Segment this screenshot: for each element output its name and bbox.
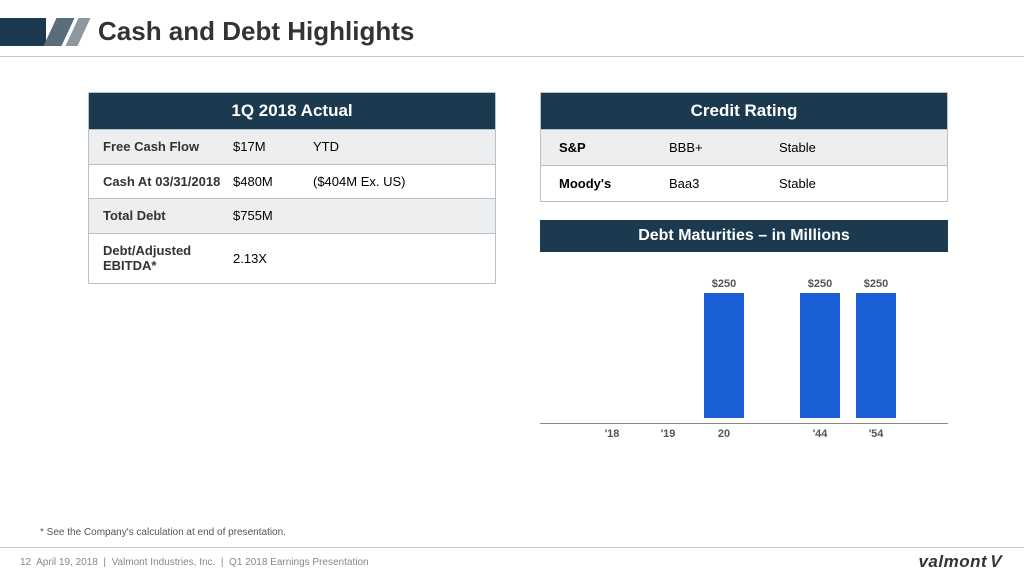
rating-value: BBB+ bbox=[669, 140, 779, 155]
footer-page: 12 bbox=[20, 557, 31, 568]
row-label: Total Debt bbox=[103, 208, 233, 224]
rating-agency: Moody's bbox=[559, 176, 669, 191]
logo-text: valmont bbox=[918, 552, 987, 571]
bar-value-label: $250 bbox=[864, 278, 888, 290]
bar-slot: $250 bbox=[853, 278, 899, 418]
row-value: $480M bbox=[233, 174, 313, 189]
rating-outlook: Stable bbox=[779, 176, 929, 191]
footer-sep: | bbox=[101, 557, 112, 568]
table-row: Debt/Adjusted EBITDA*2.13X bbox=[89, 233, 495, 283]
rating-value: Baa3 bbox=[669, 176, 779, 191]
footer-deck: Q1 2018 Earnings Presentation bbox=[229, 557, 369, 568]
table-row: Cash At 03/31/2018$480M($404M Ex. US) bbox=[89, 164, 495, 199]
rating-agency: S&P bbox=[559, 140, 669, 155]
table-row: Moody'sBaa3Stable bbox=[541, 165, 947, 201]
x-axis-label: '18 bbox=[589, 428, 635, 440]
row-label: Free Cash Flow bbox=[103, 139, 233, 155]
x-axis-label: 20 bbox=[701, 428, 747, 440]
row-label: Debt/Adjusted EBITDA* bbox=[103, 243, 233, 274]
bar-value-label: $250 bbox=[808, 278, 832, 290]
footnote: * See the Company's calculation at end o… bbox=[40, 527, 286, 538]
footer-sep: | bbox=[218, 557, 229, 568]
right-column: Credit Rating S&PBBB+StableMoody'sBaa3St… bbox=[540, 92, 948, 440]
page-title: Cash and Debt Highlights bbox=[98, 16, 414, 47]
footer-text: 12 April 19, 2018 | Valmont Industries, … bbox=[20, 557, 369, 568]
header-accent bbox=[0, 18, 84, 46]
title-underline bbox=[0, 56, 1024, 57]
row-value: $755M bbox=[233, 208, 313, 223]
footer-date: April 19, 2018 bbox=[36, 557, 98, 568]
row-value: 2.13X bbox=[233, 251, 313, 266]
credit-rating-header: Credit Rating bbox=[541, 93, 947, 129]
bar-slot: $250 bbox=[701, 278, 747, 418]
bar bbox=[856, 293, 896, 418]
content-area: 1Q 2018 Actual Free Cash Flow$17MYTDCash… bbox=[88, 92, 948, 440]
actuals-table: 1Q 2018 Actual Free Cash Flow$17MYTDCash… bbox=[88, 92, 496, 284]
rating-outlook: Stable bbox=[779, 140, 929, 155]
bar-slot bbox=[589, 415, 635, 418]
table-row: Total Debt$755M bbox=[89, 198, 495, 233]
bar-value-label: $250 bbox=[712, 278, 736, 290]
bar-slot bbox=[645, 415, 691, 418]
actuals-table-header: 1Q 2018 Actual bbox=[89, 93, 495, 129]
accent-bar bbox=[0, 18, 46, 46]
table-row: S&PBBB+Stable bbox=[541, 129, 947, 165]
footer-company: Valmont Industries, Inc. bbox=[112, 557, 216, 568]
x-axis-label: '54 bbox=[853, 428, 899, 440]
bar bbox=[704, 293, 744, 418]
row-extra: ($404M Ex. US) bbox=[313, 174, 481, 189]
chart-title: Debt Maturities – in Millions bbox=[540, 220, 948, 252]
x-axis-label: '19 bbox=[645, 428, 691, 440]
valmont-logo: valmontV bbox=[918, 552, 1002, 572]
debt-maturities-chart: $250 $250 $250 '18 '19 20 '44 '54 bbox=[540, 260, 948, 440]
footer-divider bbox=[0, 547, 1024, 548]
left-column: 1Q 2018 Actual Free Cash Flow$17MYTDCash… bbox=[88, 92, 496, 440]
row-extra: YTD bbox=[313, 139, 481, 154]
credit-rating-table: Credit Rating S&PBBB+StableMoody'sBaa3St… bbox=[540, 92, 948, 202]
logo-mark-icon: V bbox=[987, 552, 1004, 572]
row-label: Cash At 03/31/2018 bbox=[103, 174, 233, 190]
x-axis-label: '44 bbox=[797, 428, 843, 440]
bar bbox=[800, 293, 840, 418]
row-value: $17M bbox=[233, 139, 313, 154]
table-row: Free Cash Flow$17MYTD bbox=[89, 129, 495, 164]
bar-slot: $250 bbox=[797, 278, 843, 418]
